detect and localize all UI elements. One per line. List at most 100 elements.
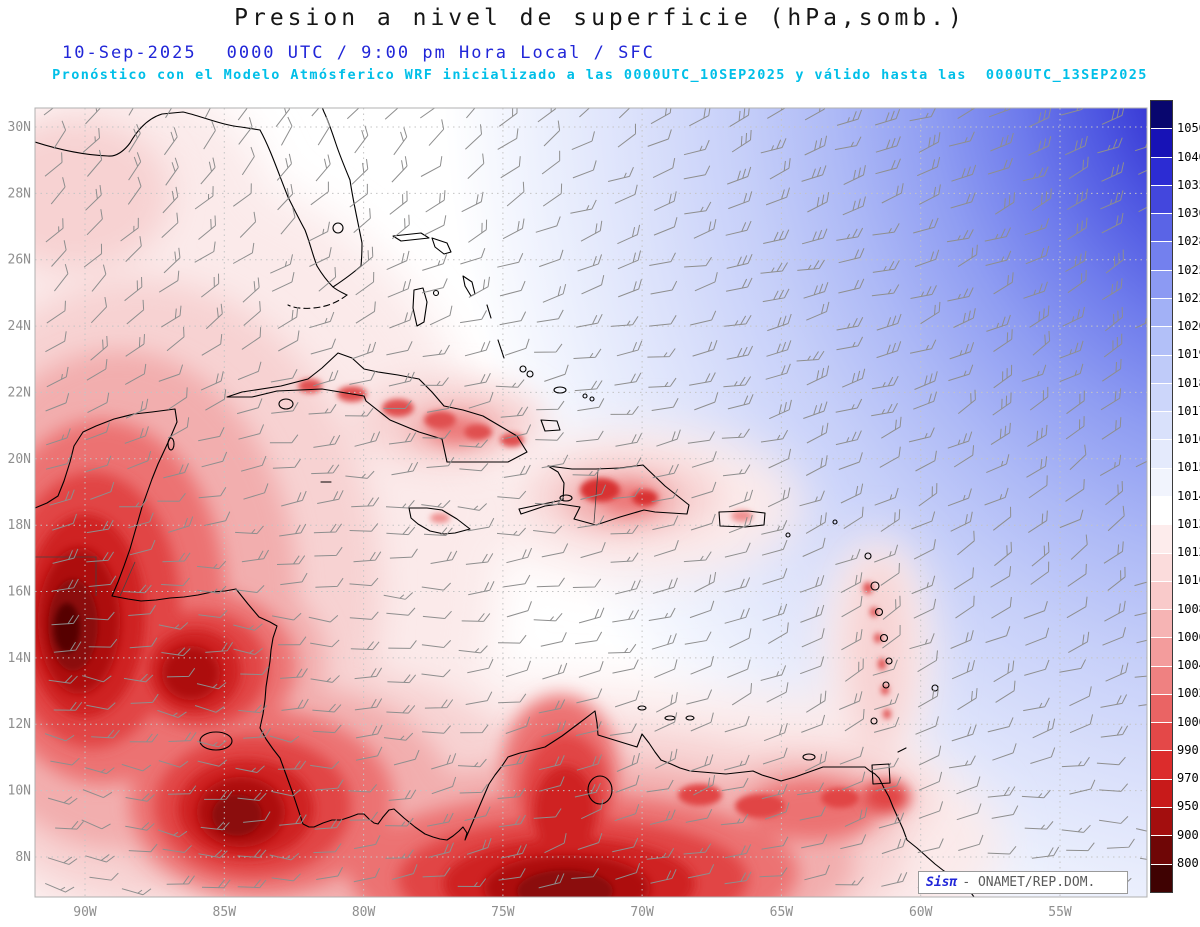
wind-barb — [652, 515, 679, 531]
wind-barb — [393, 749, 420, 766]
wind-barb — [125, 334, 145, 357]
wind-barb — [349, 183, 368, 208]
wind-barb — [85, 422, 110, 441]
wind-barb — [612, 487, 641, 499]
wind-barb — [655, 748, 678, 769]
wind-barb — [1065, 250, 1087, 272]
colorbar-tick-label: 1014 — [1177, 488, 1200, 503]
wind-barb — [574, 782, 601, 798]
wind-barb — [917, 686, 940, 708]
wind-barb — [383, 732, 414, 741]
wind-barb — [761, 520, 788, 535]
wind-barb — [168, 387, 188, 410]
wind-barb — [729, 108, 750, 128]
wind-barb — [387, 674, 417, 684]
wind-barb — [544, 364, 569, 382]
wind-barb — [721, 428, 750, 439]
wind-barb — [651, 488, 679, 503]
wind-barb — [916, 157, 941, 177]
wind-barb — [875, 776, 902, 792]
wind-barb — [836, 336, 864, 351]
wind-barb — [881, 183, 904, 204]
wind-barb — [243, 728, 271, 739]
wind-barb — [576, 688, 603, 704]
wind-barb — [612, 659, 639, 674]
wind-barb — [198, 427, 225, 442]
pressure-shading — [35, 108, 1147, 897]
wind-barb — [502, 218, 525, 240]
run-date: 10-Sep-2025 — [62, 43, 197, 63]
wind-barb — [464, 340, 491, 357]
lat-tick-label: 8N — [15, 850, 31, 865]
wind-barb — [804, 864, 830, 881]
wind-barb — [45, 331, 67, 353]
colorbar-cell — [1151, 382, 1172, 412]
wind-barb — [307, 221, 330, 242]
wind-barb — [724, 871, 752, 885]
wind-barb — [271, 402, 299, 414]
wind-barb — [383, 592, 414, 600]
wind-barb — [731, 129, 752, 153]
wind-barb — [615, 433, 643, 447]
lat-tick-label: 30N — [8, 120, 31, 135]
valid-time-line: 10-Sep-2025 0000 UTC / 9:00 pm Hora Local… — [62, 43, 655, 63]
wind-barb — [874, 109, 901, 126]
wind-barb — [839, 691, 863, 710]
wind-barb — [90, 296, 108, 324]
wind-barb — [988, 108, 1014, 118]
wind-barb — [760, 665, 787, 681]
wind-barb — [616, 752, 640, 772]
wind-barb — [431, 753, 457, 770]
wind-barb — [571, 868, 600, 879]
wind-barb — [914, 371, 938, 390]
colorbar-tick-label: 900 — [1177, 827, 1199, 842]
wind-barb — [198, 609, 228, 618]
wind-barb — [768, 622, 789, 645]
wind-barb — [652, 157, 676, 179]
wind-barb — [951, 724, 977, 742]
wind-barb — [161, 647, 191, 657]
colorbar-tick-label: 1030 — [1177, 206, 1200, 220]
wind-barb — [391, 156, 408, 183]
wind-barb — [984, 227, 1012, 242]
colorbar-cell — [1151, 722, 1172, 751]
wind-barb — [533, 525, 563, 534]
wind-barb — [913, 598, 937, 619]
wind-barb — [500, 844, 528, 859]
wind-barb — [987, 717, 1014, 733]
colorbar-tick-label: 1016 — [1177, 432, 1200, 446]
wind-barb — [457, 758, 487, 768]
wind-barb — [615, 863, 641, 880]
lat-tick-label: 24N — [8, 319, 31, 334]
wind-barb — [198, 215, 216, 240]
wind-barb — [46, 366, 69, 388]
wind-barb — [384, 108, 403, 120]
wind-barb — [200, 157, 216, 185]
wind-barb — [728, 514, 753, 534]
colorbar-cell — [1151, 750, 1172, 779]
trinidad-coast — [871, 763, 891, 785]
wind-barb — [237, 361, 262, 381]
wind-barb — [498, 868, 526, 881]
wind-barb — [276, 153, 292, 181]
wind-barb — [126, 299, 145, 325]
wind-barb — [54, 263, 69, 292]
wind-barb — [878, 812, 905, 829]
wind-barb — [278, 330, 300, 352]
wind-barb — [577, 832, 603, 850]
wind-barb — [761, 784, 788, 800]
wind-barb — [760, 262, 788, 274]
wind-barb — [804, 751, 828, 772]
wind-barb — [691, 481, 717, 499]
wind-barb — [1066, 842, 1095, 852]
wind-barb — [990, 422, 1011, 446]
wind-barb — [1105, 249, 1124, 274]
wind-barb — [762, 603, 788, 621]
wind-barb — [874, 487, 899, 506]
wind-barb — [578, 607, 605, 624]
colorbar-cell — [1151, 156, 1172, 185]
wind-barb — [844, 807, 868, 827]
wind-barb — [354, 667, 383, 680]
wind-barb — [769, 158, 791, 180]
colorbar-cell — [1151, 101, 1172, 129]
